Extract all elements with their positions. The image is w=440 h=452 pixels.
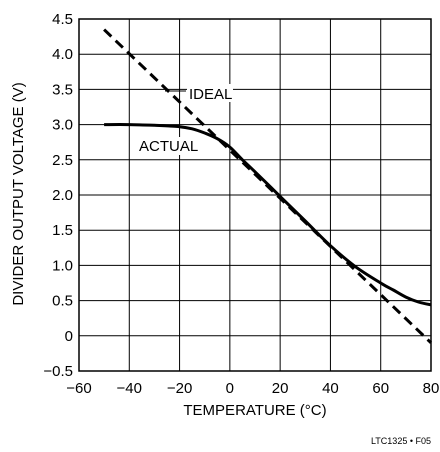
tick-labels: −60 −40 −20 0 20 40 60 80 −0.5 0 0.5 1.0 1.5 2.0 2.5 3.…: [43, 11, 439, 397]
actual-label-bg: [137, 137, 203, 155]
x-tick-label: 40: [322, 380, 339, 397]
ideal-series-line: [103, 28, 433, 344]
x-tick-label: −60: [66, 380, 91, 397]
actual-label: ACTUAL: [139, 138, 198, 155]
x-tick-label: −20: [167, 380, 192, 397]
ideal-label-bg: [187, 84, 233, 102]
actual-series-line: [104, 123, 432, 307]
y-tick-label: 4.0: [52, 46, 73, 63]
y-tick-label: −0.5: [43, 363, 73, 380]
x-tick-label: 60: [372, 380, 389, 397]
y-tick-label: 0.5: [52, 293, 73, 310]
plot-border: [78, 18, 432, 372]
x-tick-label: 20: [272, 380, 289, 397]
y-tick-label: 2.5: [52, 152, 73, 169]
y-tick-label: 1.5: [52, 222, 73, 239]
x-tick-label: −40: [117, 380, 142, 397]
y-tick-label: 0: [65, 328, 73, 345]
y-tick-label: 3.0: [52, 117, 73, 134]
x-tick-label: 80: [423, 380, 440, 397]
x-axis-title: TEMPERATURE (°C): [183, 402, 326, 419]
figure-id: LTC1325 • F05: [371, 436, 431, 446]
y-tick-label: 4.5: [52, 11, 73, 28]
grid: [78, 18, 432, 372]
y-tick-label: 2.0: [52, 187, 73, 204]
series-layer: [103, 28, 433, 344]
y-tick-label: 3.5: [52, 81, 73, 98]
x-tick-label: 0: [226, 380, 234, 397]
ideal-label: IDEAL: [189, 86, 232, 103]
y-axis-title: DIVIDER OUTPUT VOLTAGE (V): [10, 82, 27, 305]
plot-frame: [78, 18, 432, 372]
y-tick-label: 1.0: [52, 257, 73, 274]
